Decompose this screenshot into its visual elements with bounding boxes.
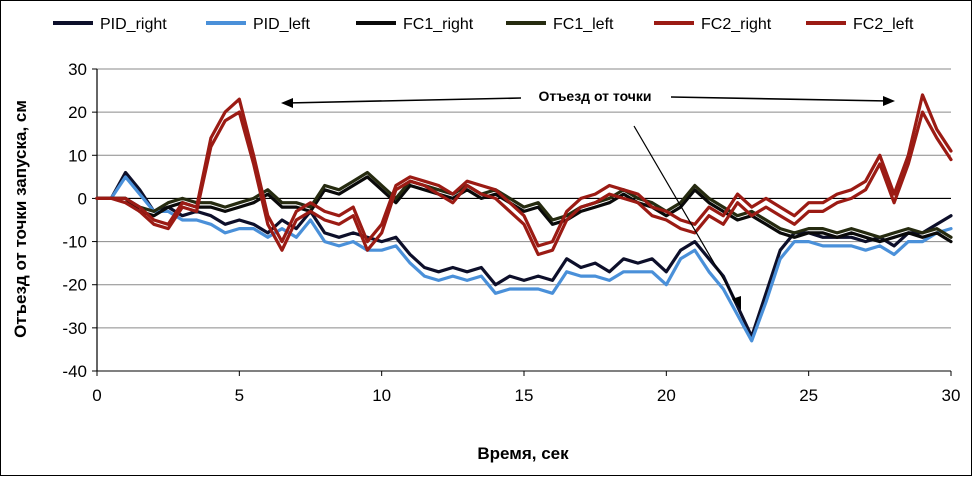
legend: PID_right PID_left FC1_right FC1_left FC2_ri…	[53, 16, 914, 33]
x-tick-label: 0	[92, 386, 101, 405]
y-tick-label: 10	[68, 146, 87, 165]
y-tick-label: -40	[62, 362, 87, 381]
legend-label-pid-left: PID_left	[253, 16, 310, 33]
legend-label-fc2-left: FC2_left	[853, 16, 914, 33]
x-tick-labels: 0 5 10 15 20 25 30	[92, 386, 960, 405]
x-tick-label: 25	[799, 386, 818, 405]
x-tick-label: 30	[942, 386, 961, 405]
annotation-arrow-left	[286, 97, 522, 104]
annotation-label: Отъезд от точки	[538, 88, 651, 104]
legend-label-pid-right: PID_right	[100, 16, 167, 33]
series-line-pid-right	[95, 170, 953, 339]
axes	[92, 68, 952, 376]
series-line-fc2-left	[95, 93, 953, 248]
series-lines	[95, 93, 953, 343]
annotation-arrowhead-right	[883, 96, 895, 106]
annotation-arrow-down	[633, 125, 739, 305]
annotation-arrow-right	[670, 96, 890, 102]
y-tick-label: -10	[62, 233, 87, 252]
y-axis-title: Отъезд от точки запуска, см	[11, 100, 30, 338]
y-tick-label: 30	[68, 60, 87, 79]
legend-label-fc1-left: FC1_left	[553, 16, 614, 33]
y-tick-label: 0	[78, 189, 87, 208]
x-axis-title: Время, сек	[477, 444, 569, 463]
legend-label-fc1-right: FC1_right	[403, 16, 474, 33]
y-tick-labels: 30 20 10 0 -10 -20 -30 -40	[62, 60, 87, 381]
annotation: Отъезд от точки	[281, 88, 895, 310]
x-tick-label: 5	[235, 386, 244, 405]
x-tick-label: 10	[372, 386, 391, 405]
series-line-fc2-right	[95, 110, 953, 257]
series-line-pid-left	[95, 175, 953, 343]
series-line-fc1-right	[95, 175, 953, 244]
y-tick-label: -30	[62, 319, 87, 338]
y-tick-label: -20	[62, 276, 87, 295]
x-tick-label: 15	[515, 386, 534, 405]
x-tick-label: 20	[657, 386, 676, 405]
y-tick-label: 20	[68, 103, 87, 122]
legend-label-fc2-right: FC2_right	[701, 16, 772, 33]
annotation-arrowhead-left	[281, 98, 293, 108]
series-line-fc1-left	[95, 170, 953, 239]
annotation-arrowhead-down	[732, 296, 741, 310]
